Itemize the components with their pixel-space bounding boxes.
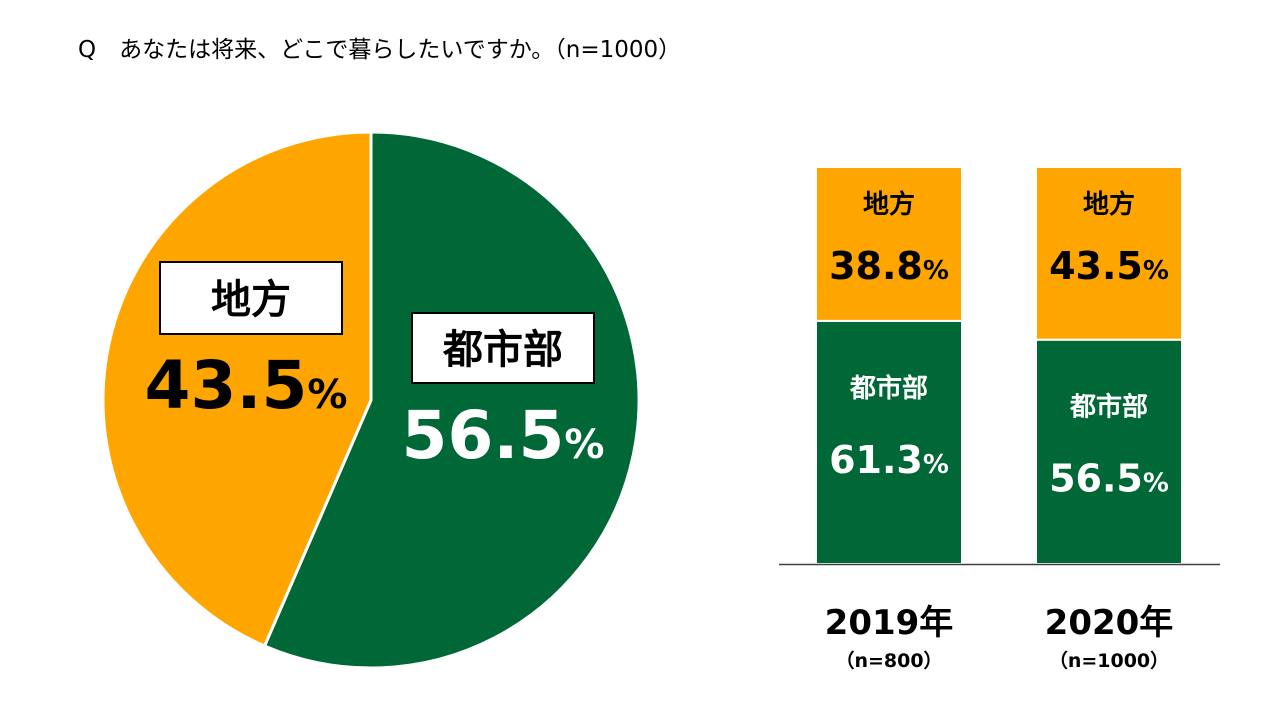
bar-rural-value-1: 43.5% bbox=[1049, 244, 1169, 288]
bar-category-0: 2019年 bbox=[825, 603, 954, 643]
bar-rural-name-0: 地方 bbox=[863, 189, 915, 220]
pie-label-box-urban bbox=[411, 312, 595, 384]
bar-sample-size-1: （n=1000） bbox=[1049, 649, 1169, 672]
pie-slice-1 bbox=[101, 130, 373, 648]
bar-rural-0 bbox=[815, 166, 963, 322]
bar-urban-value-number-1: 56.5 bbox=[1049, 457, 1143, 501]
bar-rural-name-1: 地方 bbox=[1083, 189, 1135, 220]
pie-value-rural-number: 43.5 bbox=[145, 347, 308, 424]
bar-rural-value-number-0: 38.8 bbox=[829, 244, 923, 288]
bar-urban-1 bbox=[1035, 338, 1183, 565]
bar-category-1: 2020年 bbox=[1045, 603, 1174, 643]
bar-rural-value-pct-0: % bbox=[923, 256, 949, 286]
bar-rural-value-pct-1: % bbox=[1143, 256, 1169, 286]
pie-value-urban: 56.5% bbox=[402, 397, 605, 474]
bar-sample-size-0: （n=800） bbox=[835, 649, 942, 672]
pie-value-rural-pct: % bbox=[307, 372, 347, 418]
pie-value-rural: 43.5% bbox=[145, 347, 348, 424]
bar-urban-name-0: 都市部 bbox=[849, 373, 928, 404]
pie-slice-0 bbox=[262, 130, 641, 670]
pie-label-rural: 地方 bbox=[211, 277, 291, 323]
bar-urban-0 bbox=[815, 319, 963, 565]
pie-label-urban: 都市部 bbox=[442, 327, 563, 373]
bar-urban-value-1: 56.5% bbox=[1049, 457, 1169, 501]
bar-urban-name-1: 都市部 bbox=[1069, 392, 1148, 423]
bar-rural-1 bbox=[1035, 166, 1183, 341]
bar-urban-value-0: 61.3% bbox=[829, 438, 949, 482]
pie-label-box-rural bbox=[159, 261, 343, 335]
pie-value-urban-pct: % bbox=[564, 422, 604, 468]
question-title: Q あなたは将来、どこで暮らしたいですか。（n=1000） bbox=[78, 37, 682, 63]
bar-urban-value-number-0: 61.3 bbox=[829, 438, 923, 482]
bar-rural-value-number-1: 43.5 bbox=[1049, 244, 1143, 288]
pie-value-urban-number: 56.5 bbox=[402, 397, 565, 474]
bar-urban-value-pct-0: % bbox=[923, 450, 949, 480]
bar-urban-value-pct-1: % bbox=[1143, 469, 1169, 499]
bar-rural-value-0: 38.8% bbox=[829, 244, 949, 288]
